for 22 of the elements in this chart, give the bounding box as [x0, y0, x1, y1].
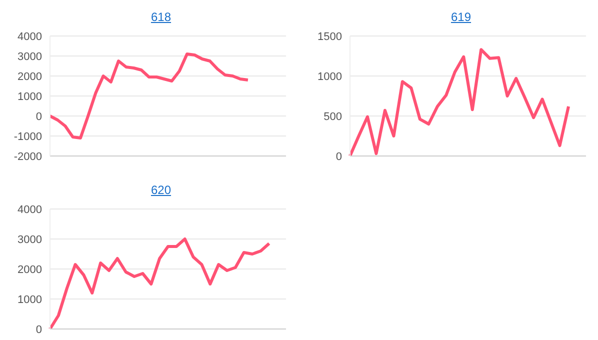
y-tick-label: -2000	[14, 150, 42, 163]
chart-title: 620	[150, 183, 172, 199]
y-tick-label: 1000	[18, 294, 42, 306]
y-tick-label: 1000	[318, 70, 342, 83]
chart-title: 618	[150, 10, 172, 26]
y-tick-label: 1500	[318, 30, 342, 43]
y-tick-label: 0	[36, 110, 42, 123]
y-tick-label: 4000	[18, 30, 42, 43]
line-series	[48, 238, 271, 329]
y-tick-label: 0	[36, 324, 42, 336]
y-tick-label: 0	[336, 150, 342, 163]
line-series	[48, 52, 250, 140]
y-tick-label: 4000	[18, 204, 42, 216]
y-tick-label: 3000	[18, 50, 42, 63]
line-series	[348, 48, 570, 156]
chart-title: 619	[450, 10, 472, 26]
y-tick-label: 2000	[18, 264, 42, 276]
y-tick-label: -1000	[14, 130, 42, 143]
y-tick-label: 3000	[18, 234, 42, 246]
y-tick-label: 500	[324, 110, 342, 123]
y-tick-label: 2000	[18, 70, 42, 83]
y-tick-label: 1000	[18, 90, 42, 103]
